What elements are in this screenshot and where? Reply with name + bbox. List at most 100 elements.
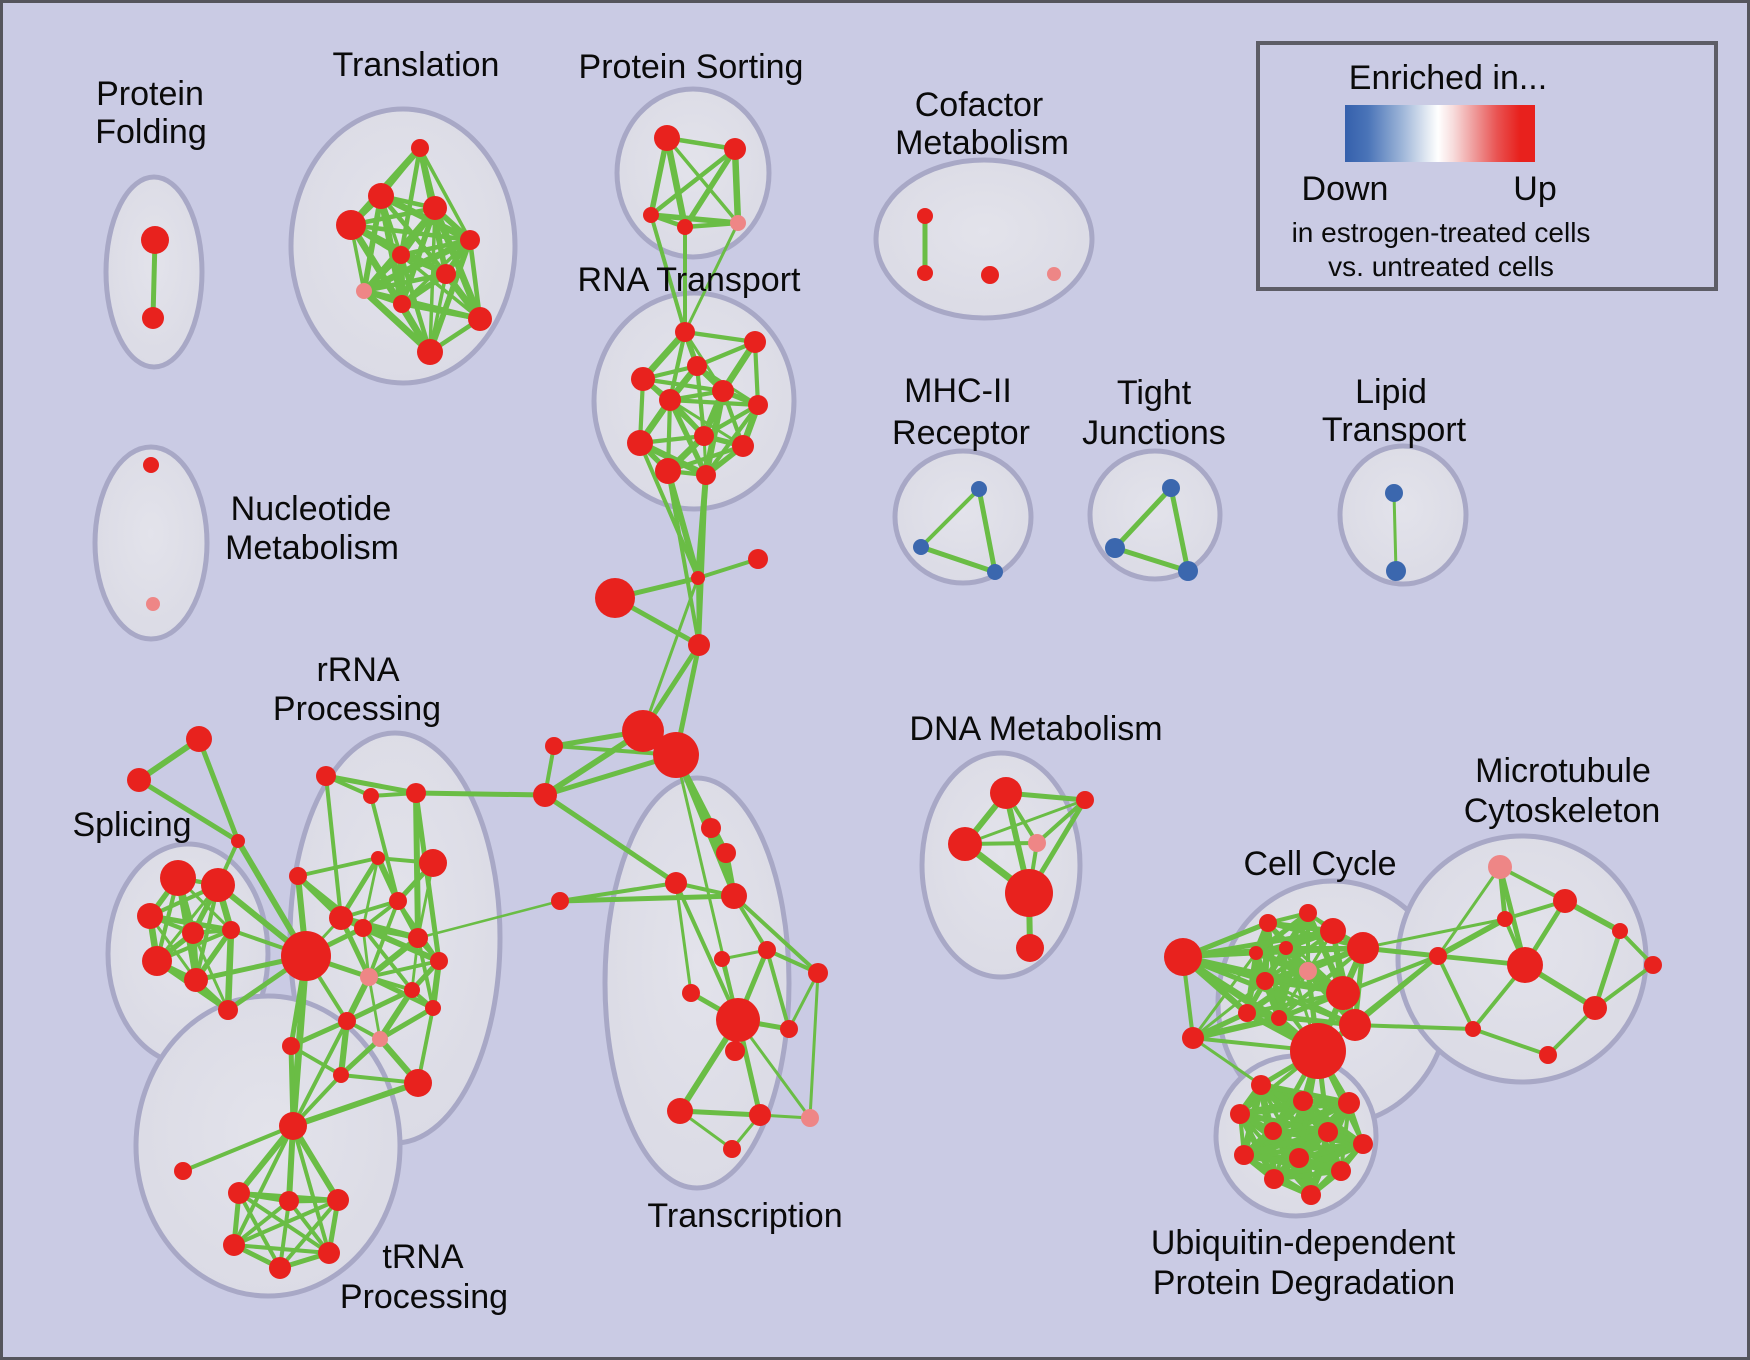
- enrichment-edge: [399, 253, 482, 321]
- enrichment-edge: [399, 301, 483, 322]
- gene-set-node: [142, 307, 164, 329]
- gene-set-node: [363, 788, 379, 804]
- enrichment-edge: [667, 397, 761, 408]
- gene-set-node: [143, 457, 159, 473]
- enrichment-edge: [732, 894, 820, 975]
- cluster-label-trna-processing-2: Processing: [340, 1278, 508, 1316]
- gene-set-node: [1488, 855, 1512, 879]
- gene-set-node: [327, 1189, 349, 1211]
- enrichment-edge: [291, 1019, 349, 1128]
- gene-set-node: [468, 307, 492, 331]
- cluster-label-nucleotide-metabolism-2: Metabolism: [225, 529, 399, 567]
- cluster-label-rna-transport: RNA Transport: [578, 261, 802, 299]
- gene-set-node: [279, 1112, 307, 1140]
- legend-down-label: Down: [1301, 170, 1389, 208]
- gene-set-node: [372, 1031, 388, 1047]
- enrichment-edge: [290, 1123, 341, 1203]
- gene-set-node: [1429, 947, 1447, 965]
- gene-set-node: [186, 726, 212, 752]
- gene-set-node: [730, 215, 746, 231]
- enrichment-edge: [237, 1191, 282, 1270]
- gene-set-node: [1386, 561, 1406, 581]
- gene-set-node: [1005, 869, 1053, 917]
- gene-set-node: [1238, 1004, 1256, 1022]
- enrichment-edge: [1353, 1023, 1475, 1031]
- gene-set-node: [137, 903, 163, 929]
- gene-set-node: [1264, 1122, 1282, 1140]
- enrichment-edge: [1592, 928, 1623, 1011]
- gene-set-node: [716, 998, 760, 1042]
- gene-set-node: [392, 246, 410, 264]
- gene-set-node: [1339, 1009, 1371, 1041]
- gene-set-node: [393, 295, 411, 313]
- gene-set-node: [643, 207, 659, 223]
- enrichment-edge: [181, 1124, 295, 1173]
- gene-set-node: [1251, 1075, 1271, 1095]
- enrichment-edge: [344, 987, 415, 1024]
- enrichment-edge: [191, 931, 230, 1012]
- gene-set-node: [1347, 932, 1379, 964]
- enrichment-edge: [701, 402, 761, 439]
- cluster-ellipse-lipid-transport: [1337, 443, 1469, 587]
- gene-set-node: [682, 984, 700, 1002]
- gene-set-node: [694, 426, 714, 446]
- gene-set-node: [675, 322, 695, 342]
- enrichment-edge: [696, 576, 701, 647]
- cluster-label-ubiquitin: Ubiquitin-dependent: [1151, 1224, 1456, 1262]
- enrichment-edge: [278, 1199, 291, 1270]
- enrichment-edge: [702, 387, 727, 479]
- enrichment-edge: [542, 792, 679, 886]
- cluster-label-transcription: Transcription: [647, 1197, 842, 1235]
- enrichment-edge: [638, 441, 700, 580]
- gene-set-node: [316, 766, 336, 786]
- enrichment-edge: [232, 1124, 295, 1247]
- enrichment-edge: [324, 774, 343, 920]
- gene-set-node: [1644, 956, 1662, 974]
- enrichment-edge: [1168, 485, 1191, 574]
- gene-set-node: [389, 892, 407, 910]
- enrichment-edge: [1498, 865, 1567, 903]
- gene-set-node: [1331, 1161, 1351, 1181]
- gene-set-node: [160, 860, 196, 896]
- enrichment-edge: [648, 135, 670, 218]
- gene-set-node: [222, 921, 240, 939]
- gene-set-node: [1234, 1145, 1254, 1165]
- enrichment-edge: [1180, 928, 1336, 960]
- gene-set-node: [533, 783, 557, 807]
- cluster-label-lipid-transport-2: Transport: [1322, 411, 1467, 449]
- gene-set-node: [701, 818, 721, 838]
- gene-set-node: [360, 968, 378, 986]
- enrichment-edge: [682, 220, 741, 230]
- gene-set-node: [631, 367, 655, 391]
- enrichment-edge: [467, 237, 483, 322]
- cluster-ellipse-protein-sorting: [614, 86, 772, 260]
- enrichment-edge: [1241, 1129, 1331, 1158]
- gene-set-node: [1507, 947, 1543, 983]
- enrichment-edge: [976, 486, 998, 575]
- enrichment-edge: [674, 881, 693, 995]
- cluster-label-lipid-transport: Lipid: [1355, 373, 1427, 411]
- cluster-ellipse-cofactor-metabolism: [873, 157, 1095, 321]
- gene-set-node: [1290, 1023, 1346, 1079]
- gene-set-node: [744, 331, 766, 353]
- enrichment-edge: [641, 576, 700, 733]
- gene-set-node: [1289, 1148, 1309, 1168]
- gene-set-node: [1612, 923, 1628, 939]
- gene-set-node: [948, 827, 982, 861]
- enrichment-edge: [369, 794, 400, 903]
- enrichment-edge: [361, 271, 449, 294]
- enrichment-edge: [376, 986, 416, 1043]
- enrichment-edge: [1436, 865, 1502, 958]
- gene-set-node: [732, 435, 754, 457]
- gene-set-node: [545, 737, 563, 755]
- cluster-label-dna-metabolism: DNA Metabolism: [909, 710, 1162, 748]
- gene-set-node: [1293, 1091, 1313, 1111]
- enrichment-edge: [1471, 1027, 1550, 1057]
- gene-set-node: [667, 1098, 693, 1124]
- gene-set-node: [419, 849, 447, 877]
- enrichment-edge: [557, 893, 737, 904]
- enrichment-edge: [232, 1199, 291, 1247]
- enrichment-edge: [663, 134, 689, 231]
